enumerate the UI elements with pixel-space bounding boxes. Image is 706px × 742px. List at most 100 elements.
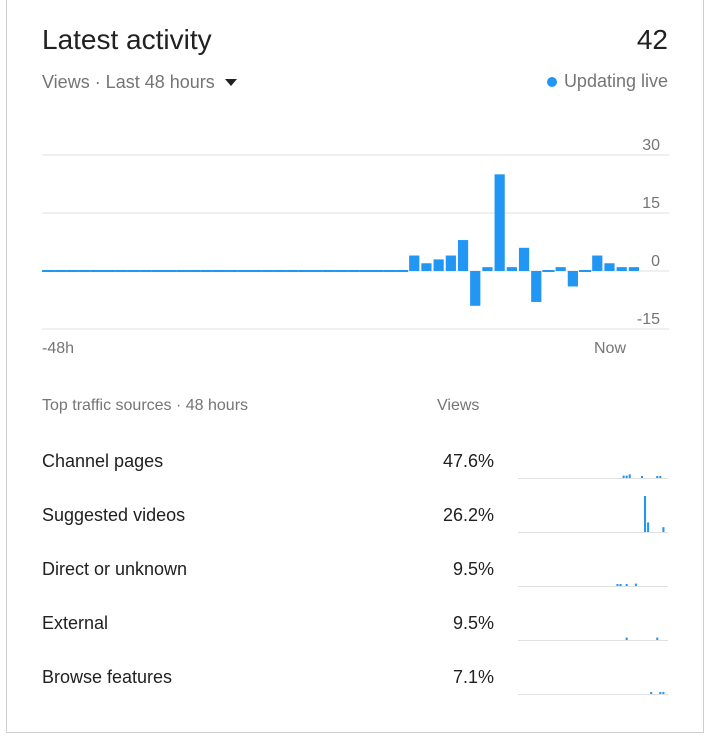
traffic-source-sparkline: [518, 496, 668, 533]
data-bar: [225, 270, 238, 272]
sparkline-bar: [644, 496, 647, 532]
data-bar: [506, 267, 517, 271]
data-bar: [78, 270, 91, 272]
sparkline-bar: [656, 637, 659, 640]
card-title: Latest activity: [42, 24, 212, 55]
x-tick-label-end: Now: [594, 340, 626, 357]
caret-down-icon: [224, 79, 237, 86]
live-status: Updating live: [546, 71, 668, 92]
data-bar: [628, 267, 639, 271]
sparkline-bar: [625, 637, 628, 640]
sparkline-bar: [640, 476, 644, 478]
metric-period-label: Views · Last 48 hours: [42, 72, 215, 92]
data-bar: [273, 270, 287, 272]
data-bar: [494, 174, 505, 271]
data-bar: [470, 271, 481, 306]
data-bar: [578, 270, 592, 272]
data-bar: [531, 271, 542, 302]
sparkline-bar: [622, 475, 625, 478]
data-bar: [604, 263, 615, 271]
traffic-source-row: Direct or unknown 9.5%: [0, 559, 706, 613]
traffic-sources-header: Top traffic sources · 48 hours: [42, 397, 249, 414]
sparkline-bar: [616, 584, 619, 586]
data-bar: [616, 267, 627, 271]
traffic-source-percent: 9.5%: [452, 613, 494, 633]
traffic-source-name: Direct or unknown: [42, 559, 188, 579]
traffic-source-name: Channel pages: [42, 451, 164, 471]
data-bar: [188, 270, 201, 272]
data-bar: [592, 255, 603, 271]
data-bar: [286, 270, 299, 272]
data-bar: [334, 270, 348, 272]
data-bar: [298, 270, 311, 272]
sparkline-bar: [619, 584, 622, 586]
data-bar: [482, 267, 493, 271]
sparkline-bar: [634, 583, 637, 586]
data-bar: [359, 270, 372, 272]
y-tick-label: 0: [651, 253, 660, 270]
data-bar: [249, 270, 262, 272]
traffic-source-sparkline: [518, 583, 668, 587]
data-bar: [421, 263, 432, 271]
traffic-source-percent: 7.1%: [452, 667, 494, 687]
sparkline-bar: [662, 527, 665, 532]
sparkline-bar: [650, 692, 653, 694]
live-dot-icon: [546, 76, 557, 87]
traffic-source-percent: 9.5%: [452, 559, 494, 579]
data-bar: [103, 270, 116, 272]
traffic-source-row: Channel pages 47.6%: [0, 451, 706, 505]
traffic-source-sparkline: [518, 474, 668, 479]
metric-period-dropdown[interactable]: Views · Last 48 hours: [42, 72, 237, 93]
data-bar: [66, 270, 79, 272]
data-bar: [395, 270, 409, 272]
data-bar: [322, 270, 335, 272]
y-tick-label: 30: [642, 137, 660, 154]
sparkline-bar: [625, 584, 628, 586]
data-bar: [383, 270, 396, 272]
activity-bar-chart: 30 15 0 -15 -48h Now: [42, 137, 669, 357]
data-bar: [164, 270, 177, 272]
views-column-header: Views: [437, 397, 480, 414]
y-tick-label: -15: [637, 311, 660, 328]
traffic-source-name: Suggested videos: [42, 505, 186, 525]
traffic-source-row: Browse features 7.1%: [0, 667, 706, 721]
data-bar: [212, 270, 226, 272]
data-bar: [433, 259, 444, 271]
live-status-label: Updating live: [563, 71, 668, 91]
data-bar: [555, 267, 566, 271]
sparkline-bar: [656, 476, 659, 478]
data-bar: [42, 270, 55, 272]
sparkline-bar: [647, 522, 650, 532]
data-bar: [200, 270, 213, 272]
traffic-source-percent: 47.6%: [442, 451, 494, 471]
data-bar: [567, 271, 578, 287]
data-bar: [139, 270, 152, 272]
traffic-source-sparkline: [518, 692, 668, 695]
sparkline-bar: [625, 475, 628, 478]
data-bar: [371, 270, 384, 272]
data-bar: [176, 270, 189, 272]
traffic-source-sparkline: [518, 637, 668, 641]
traffic-source-row: Suggested videos 26.2%: [0, 496, 706, 559]
data-bar: [542, 270, 555, 272]
data-bar: [90, 270, 104, 272]
traffic-source-row: External 9.5%: [0, 613, 706, 667]
data-bar: [115, 270, 128, 272]
data-bar: [445, 255, 456, 271]
data-bar: [237, 270, 250, 272]
data-bar: [310, 270, 323, 272]
latest-activity-card: [6, 0, 704, 733]
traffic-source-name: External: [42, 613, 109, 633]
data-bar: [261, 270, 274, 272]
data-bar: [151, 270, 165, 272]
sparkline-bar: [628, 474, 631, 478]
data-bar: [347, 270, 360, 272]
x-tick-label-start: -48h: [42, 340, 74, 357]
data-bar: [54, 270, 67, 272]
sparkline-bar: [662, 692, 665, 694]
y-tick-label: 15: [642, 195, 660, 212]
traffic-source-name: Browse features: [42, 667, 173, 687]
data-bar: [127, 270, 140, 272]
sparkline-bar: [659, 476, 662, 478]
sparkline-bar: [659, 692, 662, 694]
